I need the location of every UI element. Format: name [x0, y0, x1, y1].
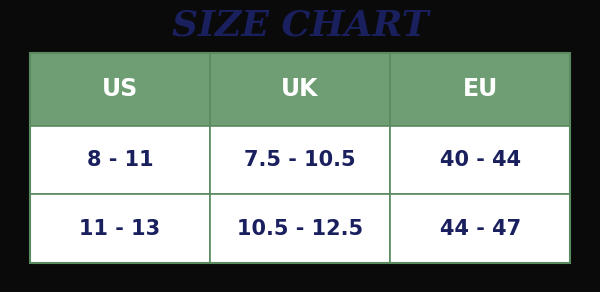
- Text: 11 - 13: 11 - 13: [79, 219, 160, 239]
- Text: US: US: [102, 77, 138, 101]
- Text: 10.5 - 12.5: 10.5 - 12.5: [237, 219, 363, 239]
- Text: 8 - 11: 8 - 11: [86, 150, 153, 170]
- Text: 44 - 47: 44 - 47: [440, 219, 521, 239]
- Text: 40 - 44: 40 - 44: [440, 150, 521, 170]
- Text: SIZE CHART: SIZE CHART: [172, 9, 428, 43]
- Text: UK: UK: [281, 77, 319, 101]
- Text: 7.5 - 10.5: 7.5 - 10.5: [244, 150, 356, 170]
- Text: EU: EU: [463, 77, 498, 101]
